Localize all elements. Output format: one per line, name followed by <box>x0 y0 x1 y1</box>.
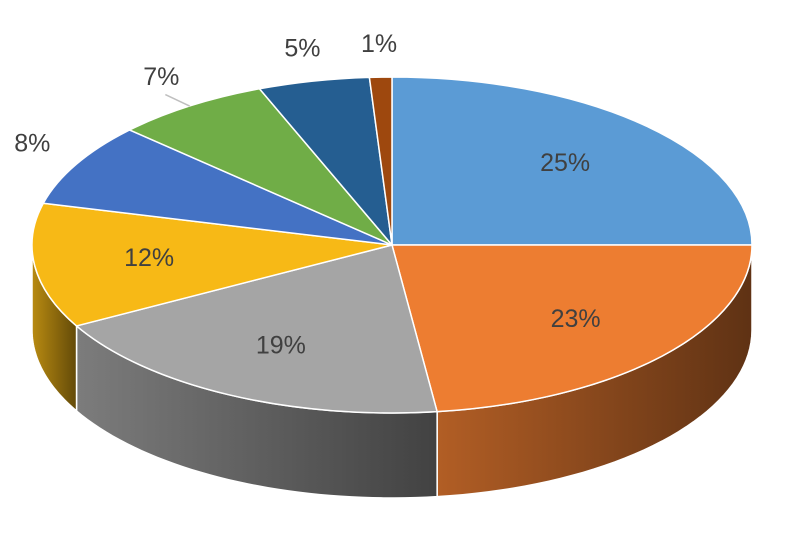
slice <box>74 244 439 414</box>
data-label: 7% <box>143 63 179 91</box>
data-label: 5% <box>284 35 320 63</box>
data-label: 1% <box>361 30 397 58</box>
data-label: 23% <box>551 305 601 333</box>
slice <box>391 244 753 413</box>
leader-line <box>165 93 190 107</box>
data-label: 19% <box>256 331 306 359</box>
slice <box>127 87 393 246</box>
data-label: 8% <box>14 129 50 157</box>
data-label: 12% <box>124 244 174 272</box>
slice <box>391 76 753 246</box>
data-label: 25% <box>540 149 590 177</box>
slice <box>31 202 393 327</box>
slice <box>368 76 393 246</box>
slice <box>42 129 393 246</box>
